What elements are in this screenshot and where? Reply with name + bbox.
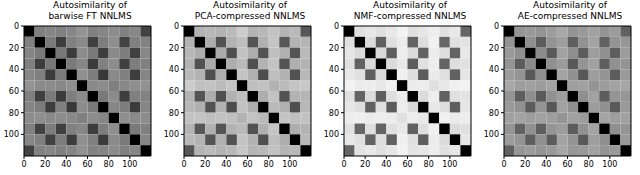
svg-text:60: 60 bbox=[169, 87, 179, 96]
svg-text:20: 20 bbox=[169, 44, 179, 53]
svg-text:20: 20 bbox=[520, 160, 530, 169]
svg-text:80: 80 bbox=[489, 109, 499, 118]
svg-text:60: 60 bbox=[402, 160, 412, 169]
svg-text:0: 0 bbox=[181, 160, 186, 169]
svg-text:0: 0 bbox=[14, 22, 19, 31]
svg-text:80: 80 bbox=[329, 109, 339, 118]
svg-text:100: 100 bbox=[602, 160, 617, 169]
svg-text:20: 20 bbox=[40, 160, 50, 169]
svg-text:40: 40 bbox=[169, 65, 179, 74]
svg-text:60: 60 bbox=[82, 160, 92, 169]
svg-text:60: 60 bbox=[562, 160, 572, 169]
html-text:Autosimilarity of barwise FT N: Autosimilarity of barwise FT NNLMS bbox=[48, 0, 132, 21]
svg-text:40: 40 bbox=[61, 160, 71, 169]
svg-text:60: 60 bbox=[329, 87, 339, 96]
html-text:Autosimilarity of PCA-compress: Autosimilarity of PCA-compressed NNLMS bbox=[194, 0, 306, 21]
svg-text:0: 0 bbox=[174, 22, 179, 31]
svg-text:100: 100 bbox=[8, 130, 19, 139]
svg-text:40: 40 bbox=[381, 160, 391, 169]
svg-text:20: 20 bbox=[329, 44, 339, 53]
svg-text:0: 0 bbox=[494, 22, 499, 31]
svg-text:80: 80 bbox=[264, 160, 274, 169]
svg-text:40: 40 bbox=[9, 65, 19, 74]
svg-text:100: 100 bbox=[324, 130, 339, 139]
svg-text:0: 0 bbox=[334, 22, 339, 31]
svg-text:20: 20 bbox=[360, 160, 370, 169]
svg-text:100: 100 bbox=[484, 130, 499, 139]
svg-text:80: 80 bbox=[9, 109, 19, 118]
svg-text:100: 100 bbox=[442, 160, 457, 169]
svg-text:40: 40 bbox=[541, 160, 551, 169]
svg-text:80: 80 bbox=[424, 160, 434, 169]
html-text:Autosimilarity of AE-compresse: Autosimilarity of AE-compressed NNLMS bbox=[517, 0, 623, 21]
svg-text:100: 100 bbox=[122, 160, 137, 169]
svg-text:100: 100 bbox=[164, 130, 179, 139]
svg-text:20: 20 bbox=[200, 160, 210, 169]
svg-text:80: 80 bbox=[169, 109, 179, 118]
svg-text:60: 60 bbox=[242, 160, 252, 169]
svg-text:60: 60 bbox=[9, 87, 19, 96]
svg-text:0: 0 bbox=[21, 160, 26, 169]
svg-text:20: 20 bbox=[489, 44, 499, 53]
svg-text:100: 100 bbox=[282, 160, 297, 169]
svg-text:80: 80 bbox=[584, 160, 594, 169]
svg-text:60: 60 bbox=[489, 87, 499, 96]
svg-text:80: 80 bbox=[104, 160, 114, 169]
html-text:Autosimilarity of NMF-compress: Autosimilarity of NMF-compressed NNLMS bbox=[353, 0, 467, 21]
svg-text:40: 40 bbox=[329, 65, 339, 74]
svg-text:0: 0 bbox=[501, 160, 506, 169]
svg-text:40: 40 bbox=[221, 160, 231, 169]
svg-text:20: 20 bbox=[9, 44, 19, 53]
svg-text:0: 0 bbox=[341, 160, 346, 169]
svg-text:40: 40 bbox=[489, 65, 499, 74]
